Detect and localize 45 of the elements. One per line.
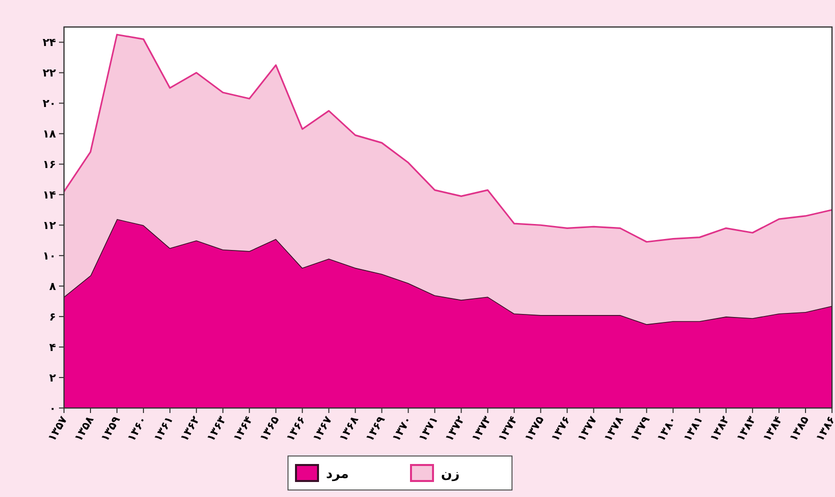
x-tick-label: ۱۳۶۰ — [124, 414, 150, 444]
x-tick-label: ۱۳۸۵ — [786, 414, 812, 444]
y-tick-label: ۴ — [49, 341, 56, 354]
y-tick-label: ۲۴ — [42, 36, 56, 50]
x-tick-label: ۱۳۶۱ — [151, 414, 176, 444]
x-tick-label: ۱۳۶۴ — [230, 414, 256, 444]
x-tick-label: ۱۳۵۹ — [98, 414, 124, 444]
x-tick-label: ۱۳۷۶ — [548, 414, 574, 444]
x-tick-label: ۱۳۸۱ — [680, 414, 706, 444]
legend-label: زن — [441, 467, 460, 482]
x-tick-label: ۱۳۶۳ — [204, 414, 229, 444]
y-tick-label: ۱۸ — [42, 128, 56, 141]
y-tick-label: ۱۴ — [42, 188, 56, 202]
x-tick-label: ۱۳۷۵ — [522, 414, 547, 444]
x-tick-label: ۱۳۷۷ — [574, 414, 600, 444]
x-tick-label: ۱۳۶۸ — [336, 414, 362, 444]
x-tick-label: ۱۳۷۲ — [442, 414, 468, 444]
x-tick-label: ۱۳۸۶ — [813, 414, 835, 444]
x-tick-label: ۱۳۷۹ — [628, 414, 653, 444]
x-tick-label: ۱۳۸۲ — [707, 414, 732, 444]
x-tick-label: ۱۳۶۹ — [363, 414, 388, 444]
x-tick-label: ۱۳۷۴ — [495, 414, 520, 444]
y-tick-label: ۰ — [49, 402, 56, 415]
y-tick-label: ۱۶ — [42, 158, 56, 172]
x-tick-label: ۱۳۸۳ — [734, 414, 759, 444]
x-tick-label: ۱۳۵۸ — [72, 414, 97, 444]
x-tick-label: ۱۳۶۲ — [178, 414, 202, 444]
y-tick-label: ۲۰ — [42, 97, 56, 110]
x-tick-label: ۱۳۷۳ — [468, 414, 494, 444]
x-tick-label: ۱۳۷۰ — [390, 414, 414, 444]
x-tick-label: ۱۳۷۸ — [601, 414, 626, 444]
legend-label: مرد — [326, 467, 349, 482]
y-tick-label: ۱۰ — [42, 250, 56, 263]
x-tick-label: ۱۳۸۰ — [654, 414, 680, 444]
y-tick-label: ۶ — [49, 310, 56, 324]
x-tick-label: ۱۳۵۷ — [45, 414, 70, 444]
y-tick-label: ۱۲ — [42, 219, 56, 232]
x-tick-label: ۱۳۶۷ — [310, 414, 335, 444]
x-tick-label: ۱۳۸۴ — [760, 414, 786, 444]
y-tick-label: ۸ — [49, 280, 56, 294]
y-tick-label: ۲۲ — [42, 66, 56, 80]
x-tick-label: ۱۳۶۶ — [284, 414, 308, 444]
x-tick-label: ۱۳۷۱ — [416, 414, 441, 444]
x-tick-label: ۱۳۶۵ — [257, 414, 282, 444]
y-tick-label: ۲ — [49, 372, 56, 385]
